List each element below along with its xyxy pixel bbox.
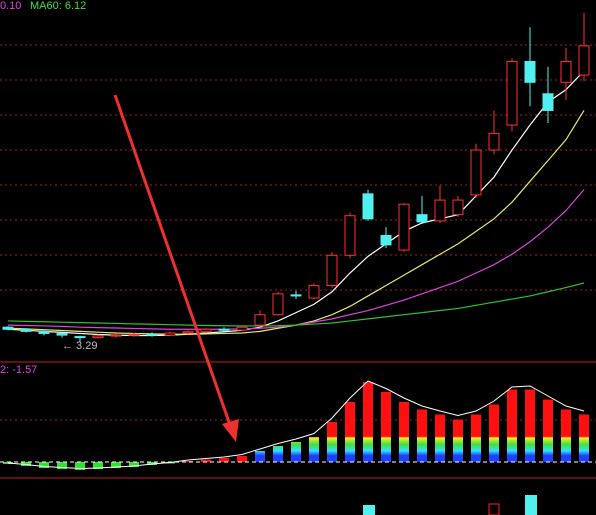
candle-body xyxy=(236,326,248,331)
candle-body xyxy=(452,199,464,216)
candle-body xyxy=(272,293,284,316)
candle-body xyxy=(20,328,32,332)
candle-body xyxy=(254,314,266,326)
candle-body xyxy=(110,334,122,337)
macd-bar xyxy=(579,414,589,462)
macd-bar xyxy=(219,458,229,462)
macd-bar xyxy=(561,409,571,462)
dif-line xyxy=(7,380,585,470)
candle-body xyxy=(560,60,572,83)
candle-body xyxy=(344,215,356,256)
candle-body xyxy=(2,326,14,330)
candle-body xyxy=(146,333,158,336)
candle-body xyxy=(164,332,176,336)
macd-bar xyxy=(93,462,103,469)
candle-body xyxy=(218,328,230,331)
candle-body xyxy=(524,60,536,83)
macd-bar xyxy=(57,462,67,469)
macd-bar xyxy=(291,442,301,462)
red-arrow xyxy=(113,94,239,442)
candle-body xyxy=(182,331,194,334)
macd-bar xyxy=(39,462,49,468)
candle-body xyxy=(416,214,428,223)
macd-bar xyxy=(111,462,121,468)
macd-bar xyxy=(399,402,409,462)
macd-bar xyxy=(381,392,391,462)
macd-bar xyxy=(327,422,337,462)
lower-bar xyxy=(488,503,500,515)
ma60-label: MA60: 6.12 xyxy=(30,0,86,12)
candle-body xyxy=(488,132,500,151)
candle-body xyxy=(326,254,338,287)
macd-bar xyxy=(75,462,85,470)
macd-bar xyxy=(453,419,463,462)
candle-body xyxy=(380,234,392,246)
macd-bar xyxy=(525,389,535,462)
macd-bar xyxy=(255,451,265,462)
macd-bar xyxy=(471,414,481,462)
candle-body xyxy=(578,45,590,76)
candle-body xyxy=(362,193,374,220)
macd-bar xyxy=(309,437,319,462)
macd-bar xyxy=(273,446,283,462)
candle-body xyxy=(56,332,68,336)
candle-body xyxy=(308,285,320,299)
macd-bar xyxy=(417,409,427,462)
candle-body xyxy=(470,149,482,196)
lower-bar xyxy=(363,505,375,515)
candle-body xyxy=(290,294,302,297)
macd-bar xyxy=(183,461,193,462)
candle-body xyxy=(128,333,140,336)
macd-label: 2: -1.57 xyxy=(0,364,37,376)
candle-body xyxy=(434,199,446,222)
low-label: ← 3.29 xyxy=(62,340,97,352)
macd-bar xyxy=(543,399,553,462)
macd-bar xyxy=(345,402,355,462)
candle-body xyxy=(74,336,86,339)
candle-body xyxy=(92,335,104,339)
macd-bar xyxy=(435,414,445,462)
candle-body xyxy=(200,328,212,333)
candle-body xyxy=(38,330,50,334)
ma-line xyxy=(7,70,585,337)
candle-body xyxy=(506,60,518,126)
macd-bar xyxy=(237,456,247,462)
ma-line xyxy=(7,282,585,327)
macd-bar xyxy=(201,459,211,462)
macd-bar xyxy=(363,382,373,462)
macd-bar xyxy=(489,404,499,462)
plot xyxy=(0,12,596,470)
macd-bar xyxy=(129,462,139,467)
candle-body xyxy=(542,93,554,111)
ma-label: 0.10 xyxy=(0,0,21,12)
candle-body xyxy=(398,203,410,251)
macd-bar xyxy=(507,389,517,462)
lower-bar xyxy=(525,495,537,515)
